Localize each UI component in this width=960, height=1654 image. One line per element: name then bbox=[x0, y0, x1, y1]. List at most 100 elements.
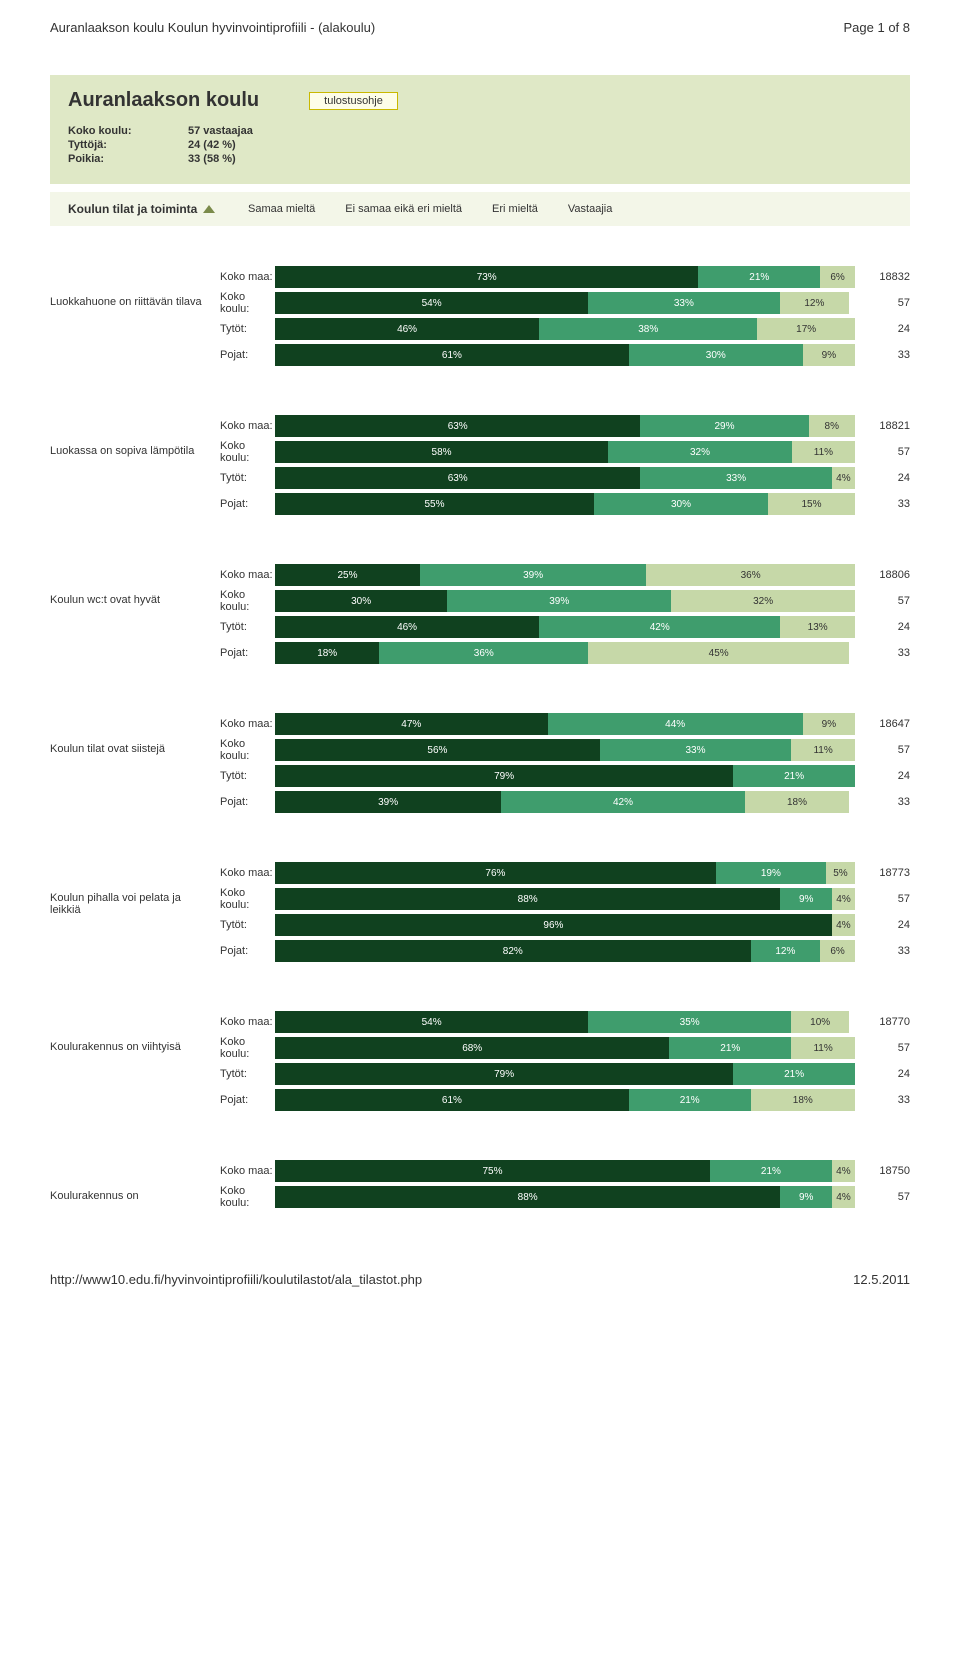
bar-segment: 15% bbox=[768, 493, 855, 515]
row-label: Koko koulu: bbox=[220, 590, 275, 612]
bar-segment: 54% bbox=[275, 292, 588, 314]
row-label: Koko koulu: bbox=[220, 1037, 275, 1059]
bar-segment: 6% bbox=[820, 940, 855, 962]
bar-segment: 21% bbox=[698, 266, 820, 288]
row-count: 18770 bbox=[855, 1011, 910, 1033]
bar-segment: 56% bbox=[275, 739, 600, 761]
bar-track: 46%42%13% bbox=[275, 616, 855, 638]
row-count: 57 bbox=[855, 441, 910, 463]
bar-row: Tytöt:63%33%4%24 bbox=[220, 467, 910, 489]
bar-segment: 9% bbox=[803, 713, 855, 735]
bar-row: Koko maa:54%35%10%18770 bbox=[220, 1011, 910, 1033]
bar-segment: 33% bbox=[640, 467, 831, 489]
bar-segment: 21% bbox=[669, 1037, 791, 1059]
legend-2: Ei samaa eikä eri mieltä bbox=[345, 203, 462, 215]
row-count: 24 bbox=[855, 467, 910, 489]
bar-row: Tytöt:79%21%24 bbox=[220, 1063, 910, 1085]
bar-track: 75%21%4% bbox=[275, 1160, 855, 1182]
bar-segment: 73% bbox=[275, 266, 698, 288]
row-count: 18750 bbox=[855, 1160, 910, 1182]
bar-segment: 12% bbox=[751, 940, 821, 962]
question: Koulurakennus onKoko maa:75%21%4%18750Ko… bbox=[50, 1160, 910, 1212]
bar-row: Pojat:55%30%15%33 bbox=[220, 493, 910, 515]
row-label: Koko maa: bbox=[220, 713, 275, 735]
bar-segment: 11% bbox=[791, 739, 855, 761]
question-label: Koulun wc:t ovat hyvät bbox=[50, 564, 220, 668]
row-count: 24 bbox=[855, 765, 910, 787]
bar-segment: 4% bbox=[832, 888, 855, 910]
legend-4: Vastaajia bbox=[568, 203, 612, 215]
bar-track: 30%39%32% bbox=[275, 590, 855, 612]
bar-segment: 10% bbox=[791, 1011, 849, 1033]
bar-segment: 58% bbox=[275, 441, 608, 463]
footer-right: 12.5.2011 bbox=[853, 1272, 910, 1287]
row-label: Koko maa: bbox=[220, 1160, 275, 1182]
bar-row: Koko maa:25%39%36%18806 bbox=[220, 564, 910, 586]
question-rows: Koko maa:76%19%5%18773Koko koulu:88%9%4%… bbox=[220, 862, 910, 966]
bar-segment: 54% bbox=[275, 1011, 588, 1033]
bar-row: Koko koulu:54%33%12%57 bbox=[220, 292, 910, 314]
footer-left: http://www10.edu.fi/hyvinvointiprofiili/… bbox=[50, 1272, 422, 1287]
bar-segment: 11% bbox=[792, 441, 855, 463]
bar-segment: 76% bbox=[275, 862, 716, 884]
bar-segment: 13% bbox=[780, 616, 855, 638]
row-count: 24 bbox=[855, 616, 910, 638]
question: Koulun wc:t ovat hyvätKoko maa:25%39%36%… bbox=[50, 564, 910, 668]
bar-segment: 61% bbox=[275, 344, 629, 366]
bar-segment: 88% bbox=[275, 888, 780, 910]
bar-track: 58%32%11% bbox=[275, 441, 855, 463]
bar-track: 63%33%4% bbox=[275, 467, 855, 489]
stat-value: 33 (58 %) bbox=[188, 152, 261, 166]
question: Koulurakennus on viihtyisäKoko maa:54%35… bbox=[50, 1011, 910, 1115]
bar-segment: 12% bbox=[780, 292, 850, 314]
bar-row: Tytöt:46%38%17%24 bbox=[220, 318, 910, 340]
row-count: 33 bbox=[855, 642, 910, 664]
bar-segment: 21% bbox=[629, 1089, 751, 1111]
question-rows: Koko maa:73%21%6%18832Koko koulu:54%33%1… bbox=[220, 266, 910, 370]
row-label: Koko maa: bbox=[220, 1011, 275, 1033]
bar-row: Pojat:18%36%45%33 bbox=[220, 642, 910, 664]
bar-segment: 63% bbox=[275, 415, 640, 437]
bar-segment: 25% bbox=[275, 564, 420, 586]
bar-row: Pojat:39%42%18%33 bbox=[220, 791, 910, 813]
collapse-icon bbox=[203, 205, 215, 213]
bar-segment: 79% bbox=[275, 1063, 733, 1085]
bar-segment: 29% bbox=[640, 415, 808, 437]
bar-row: Tytöt:96%4%24 bbox=[220, 914, 910, 936]
bar-track: 56%33%11% bbox=[275, 739, 855, 761]
row-count: 18773 bbox=[855, 862, 910, 884]
row-count: 33 bbox=[855, 940, 910, 962]
row-count: 33 bbox=[855, 344, 910, 366]
print-help-button[interactable]: tulostusohje bbox=[309, 92, 398, 110]
row-count: 57 bbox=[855, 292, 910, 314]
row-label: Koko maa: bbox=[220, 266, 275, 288]
question: Luokkahuone on riittävän tilavaKoko maa:… bbox=[50, 266, 910, 370]
section-header[interactable]: Koulun tilat ja toiminta Samaa mieltä Ei… bbox=[50, 192, 910, 226]
row-count: 57 bbox=[855, 590, 910, 612]
bar-segment: 21% bbox=[733, 1063, 855, 1085]
bar-segment: 39% bbox=[420, 564, 646, 586]
page-header-right: Page 1 of 8 bbox=[844, 20, 911, 35]
question-label: Luokkahuone on riittävän tilava bbox=[50, 266, 220, 370]
bar-row: Pojat:82%12%6%33 bbox=[220, 940, 910, 962]
bar-track: 39%42%18% bbox=[275, 791, 855, 813]
question-label: Koulurakennus on viihtyisä bbox=[50, 1011, 220, 1115]
bar-track: 63%29%8% bbox=[275, 415, 855, 437]
row-count: 57 bbox=[855, 888, 910, 910]
question: Koulun tilat ovat siistejäKoko maa:47%44… bbox=[50, 713, 910, 817]
bar-segment: 30% bbox=[594, 493, 768, 515]
bar-segment: 68% bbox=[275, 1037, 669, 1059]
bar-track: 88%9%4% bbox=[275, 888, 855, 910]
bar-segment: 55% bbox=[275, 493, 594, 515]
bar-segment: 5% bbox=[826, 862, 855, 884]
bar-row: Koko maa:63%29%8%18821 bbox=[220, 415, 910, 437]
bar-segment: 6% bbox=[820, 266, 855, 288]
row-label: Tytöt: bbox=[220, 1063, 275, 1085]
row-count: 18647 bbox=[855, 713, 910, 735]
bar-segment: 44% bbox=[548, 713, 803, 735]
bar-segment: 19% bbox=[716, 862, 826, 884]
bar-segment: 42% bbox=[501, 791, 745, 813]
bar-segment: 79% bbox=[275, 765, 733, 787]
row-count: 33 bbox=[855, 1089, 910, 1111]
bar-segment: 9% bbox=[803, 344, 855, 366]
